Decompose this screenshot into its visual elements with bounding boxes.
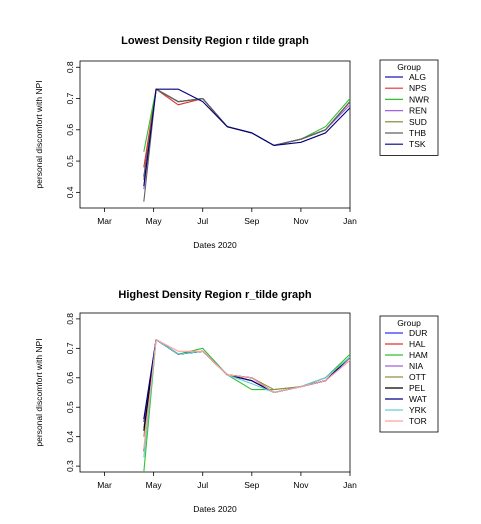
x-tick-label: May <box>146 480 163 490</box>
x-tick-label: Nov <box>293 216 309 226</box>
series-line-nps <box>143 88 351 168</box>
plot-frame <box>79 60 351 209</box>
series-line-ott <box>143 338 351 437</box>
y-tick-label: 0.4 <box>65 430 75 442</box>
x-tick-label: Jul <box>197 216 208 226</box>
x-tick-label: Nov <box>293 480 309 490</box>
series-lines <box>143 88 351 202</box>
legend-label: DUR <box>409 328 427 338</box>
x-tick-label: Jan <box>343 216 357 226</box>
x-axis-label: Dates 2020 <box>193 504 237 514</box>
y-tick-label: 0.7 <box>65 342 75 354</box>
legend-label: HAM <box>409 350 428 360</box>
legend-label: PEL <box>409 383 425 393</box>
legend-label: YRK <box>409 405 427 415</box>
legend-label: THB <box>409 128 426 138</box>
x-tick-label: Sep <box>244 480 259 490</box>
y-tick-label: 0.5 <box>65 155 75 167</box>
y-tick-label: 0.5 <box>65 401 75 413</box>
series-line-ham <box>143 338 351 473</box>
series-line-yrk <box>143 338 351 458</box>
series-line-nia <box>143 338 351 428</box>
chart-title: Highest Density Region r_tilde graph <box>118 289 311 301</box>
x-tick-label: Mar <box>97 216 112 226</box>
legend-box <box>379 59 439 156</box>
chart-title: Lowest Density Region r tilde graph <box>121 35 309 47</box>
series-line-hal <box>143 338 351 452</box>
x-tick-label: May <box>146 216 163 226</box>
y-tick-label: 0.6 <box>65 124 75 136</box>
legend-label: REN <box>409 106 427 116</box>
y-axis-label: personal discomfort with NPI <box>34 338 44 446</box>
y-tick-label: 0.6 <box>65 372 75 384</box>
legend-label: NWR <box>409 94 429 104</box>
y-tick-label: 0.8 <box>65 61 75 73</box>
legend-label: NPS <box>409 83 427 93</box>
legend-label: SUD <box>409 117 427 127</box>
y-tick-label: 0.4 <box>65 186 75 198</box>
legend-label: HAL <box>409 339 426 349</box>
series-line-pel <box>143 338 351 431</box>
x-axis: Mar May Jul Sep Nov Jan <box>97 472 357 490</box>
x-tick-label: Jul <box>197 480 208 490</box>
legend-label: ALG <box>409 72 426 82</box>
x-axis: Mar May Jul Sep Nov Jan <box>97 208 357 226</box>
y-axis: 0.4 0.5 0.6 0.7 0.8 <box>65 61 80 198</box>
legend-label: TSK <box>409 139 426 149</box>
legend-label: WAT <box>409 394 427 404</box>
series-line-ren <box>143 88 351 190</box>
series-line-thb <box>143 88 351 202</box>
x-tick-label: Jan <box>343 480 357 490</box>
x-tick-label: Mar <box>97 480 112 490</box>
y-axis-label: personal discomfort with NPI <box>34 80 44 188</box>
y-tick-label: 0.7 <box>65 92 75 104</box>
x-axis-label: Dates 2020 <box>193 240 237 250</box>
y-tick-label: 0.8 <box>65 313 75 325</box>
series-lines <box>143 338 351 473</box>
legend-label: TOR <box>409 416 427 426</box>
legend-label: NIA <box>409 361 424 371</box>
legend-box <box>379 315 439 433</box>
y-axis: 0.3 0.4 0.5 0.6 0.7 0.8 <box>65 313 80 472</box>
y-tick-label: 0.3 <box>65 460 75 472</box>
x-tick-label: Sep <box>244 216 259 226</box>
plot-frame <box>79 312 351 473</box>
series-line-nwr <box>143 88 351 152</box>
series-line-tsk <box>143 88 351 187</box>
series-line-tor <box>143 338 351 449</box>
legend-title: Group <box>397 318 421 328</box>
legend-title: Group <box>397 62 421 72</box>
legend-label: OTT <box>409 372 426 382</box>
